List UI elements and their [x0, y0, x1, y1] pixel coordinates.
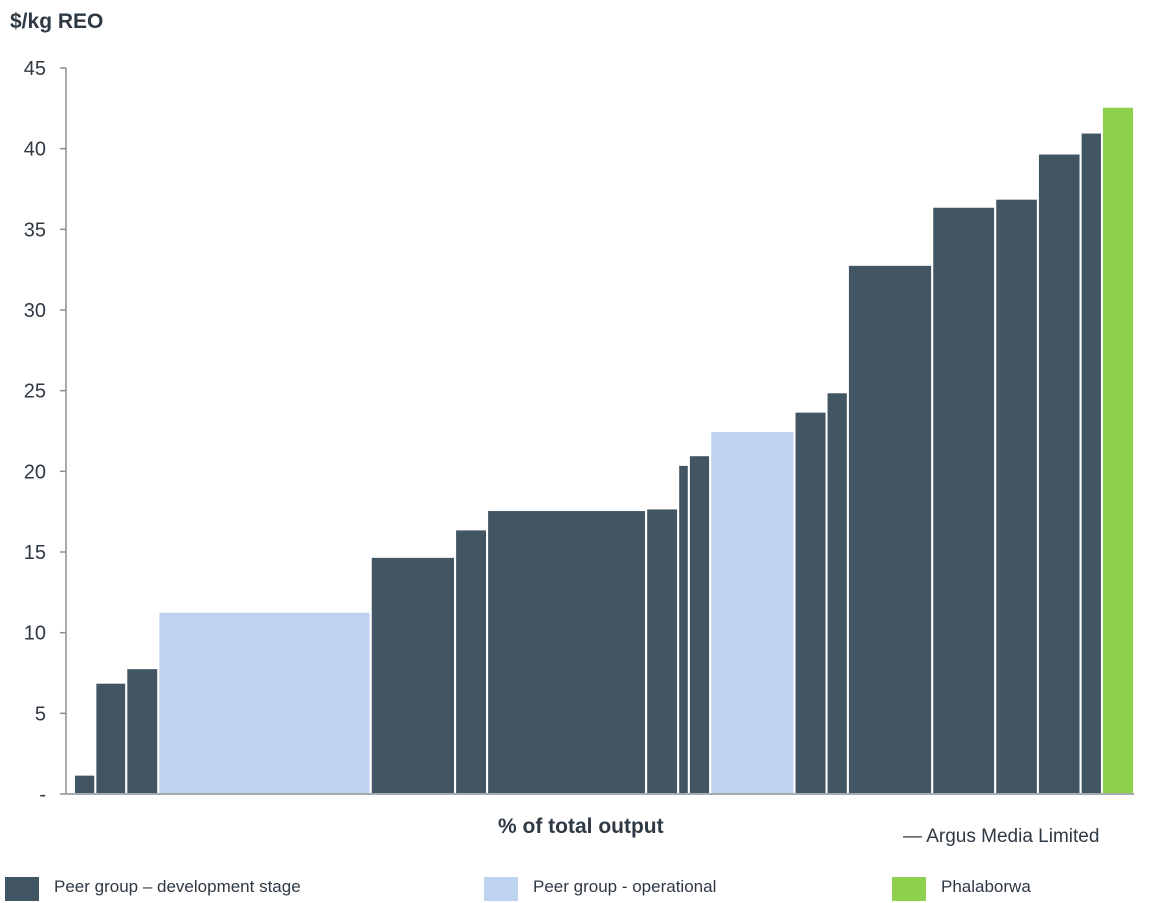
y-axis: - 5 10 15 20 25 30 35 40 45	[24, 58, 67, 806]
x-axis-title: % of total output	[498, 815, 664, 838]
legend-label-phalaborwa: Phalaborwa	[941, 877, 1031, 896]
source-credit: — Argus Media Limited	[903, 826, 1100, 847]
bar-development	[454, 528, 489, 795]
y-tick-label: 45	[24, 58, 46, 80]
y-tick-label: 20	[24, 461, 46, 483]
bar-development	[73, 773, 97, 796]
bar-development	[1036, 152, 1082, 796]
bar-development	[994, 197, 1039, 795]
y-tick-label: 15	[24, 542, 46, 564]
bar-development	[687, 454, 712, 795]
legend-swatch-phalaborwa	[892, 877, 926, 901]
y-tick-label: 30	[24, 300, 46, 322]
bar-operational	[157, 610, 372, 796]
bar-operational	[709, 430, 796, 795]
bar-development	[931, 205, 997, 796]
bars-group	[73, 105, 1135, 796]
legend-swatch-operational	[484, 877, 518, 901]
bar-development	[677, 463, 690, 795]
y-tick-label: 35	[24, 219, 46, 241]
bar-development	[825, 391, 849, 795]
y-tick-label: 40	[24, 139, 46, 161]
bar-development	[94, 681, 128, 795]
bar-development	[1079, 131, 1103, 796]
y-tick-label: 10	[24, 623, 46, 645]
y-tick-label: 5	[35, 703, 46, 725]
bar-development	[369, 555, 457, 796]
y-tick-label: -	[39, 784, 46, 806]
bar-phalaborwa	[1100, 105, 1135, 796]
bar-development	[125, 667, 160, 795]
y-tick-label: 25	[24, 381, 46, 403]
legend-label-development: Peer group – development stage	[54, 877, 301, 896]
cost-curve-chart: - 5 10 15 20 25 30 35 40 45	[24, 58, 1135, 806]
y-axis-title: $/kg REO	[10, 10, 104, 33]
legend-label-operational: Peer group - operational	[533, 877, 717, 896]
legend: Peer group – development stage Peer grou…	[0, 875, 1154, 903]
bar-development	[486, 509, 648, 795]
bar-development	[846, 263, 934, 795]
bar-development	[793, 410, 828, 795]
legend-swatch-development	[5, 877, 39, 901]
bar-development	[645, 507, 680, 795]
